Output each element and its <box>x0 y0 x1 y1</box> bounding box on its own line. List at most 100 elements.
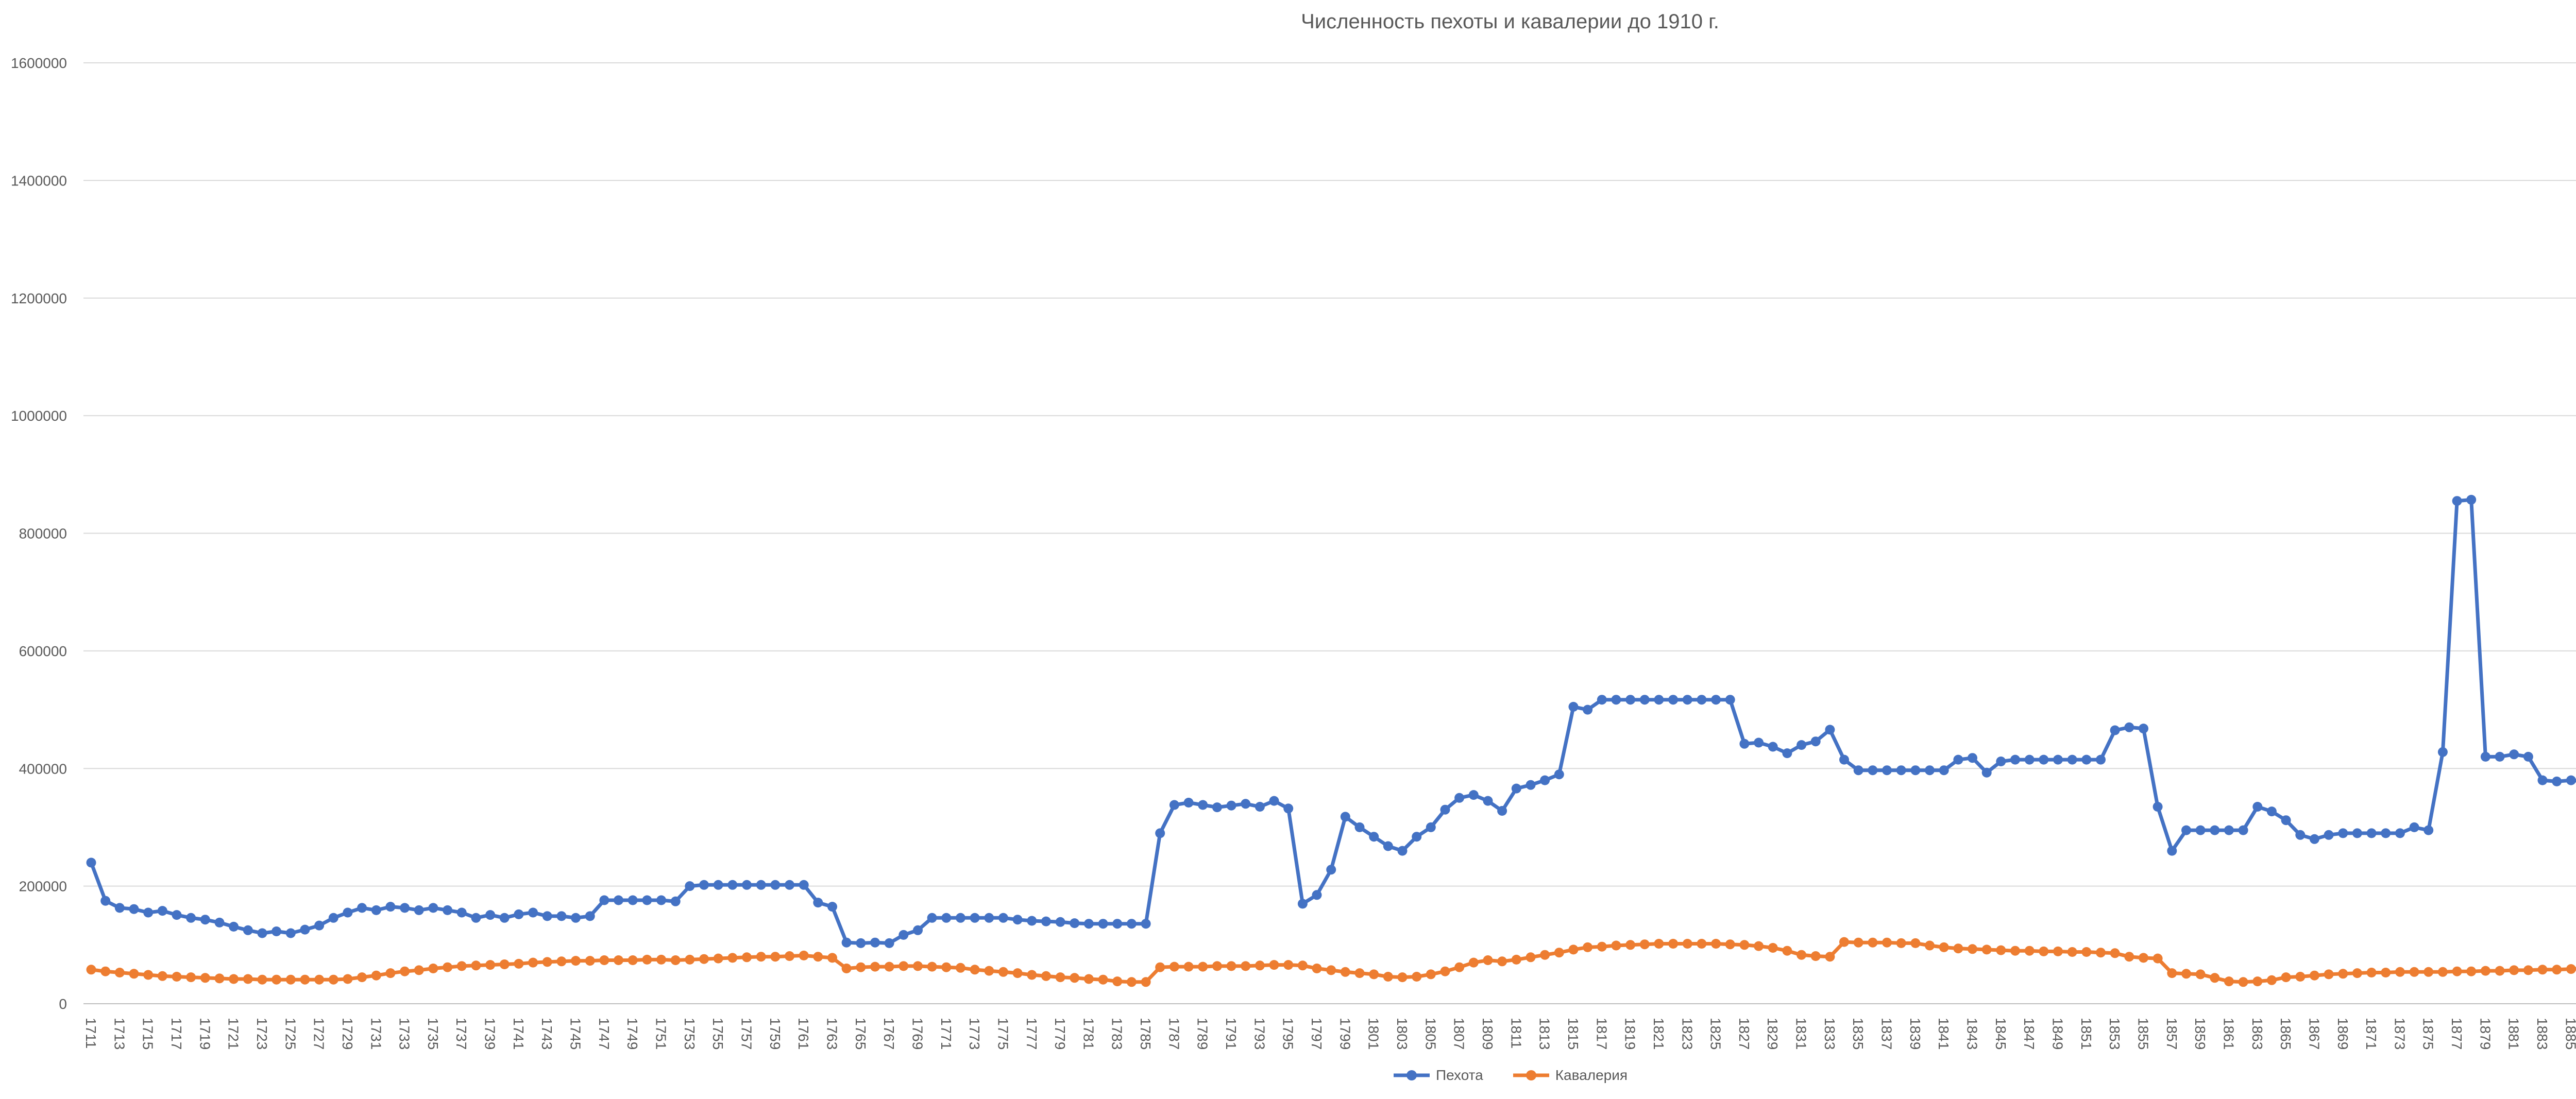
data-point-infantry <box>984 913 994 923</box>
data-point-cavalry <box>899 961 909 971</box>
data-point-cavalry <box>186 972 196 983</box>
svg-text:1783: 1783 <box>1109 1018 1125 1050</box>
svg-text:1817: 1817 <box>1594 1018 1609 1050</box>
data-point-cavalry <box>2424 967 2434 977</box>
data-point-infantry <box>1910 765 1921 776</box>
svg-text:1743: 1743 <box>539 1018 555 1050</box>
data-point-cavalry <box>2537 965 2548 975</box>
x-axis-tick-label: 1839 <box>1907 1018 1923 1050</box>
svg-text:1765: 1765 <box>853 1018 869 1050</box>
x-axis-tick-label: 1829 <box>1765 1018 1781 1050</box>
x-axis-tick-label: 1823 <box>1679 1018 1695 1050</box>
data-point-infantry <box>129 904 139 914</box>
data-point-infantry <box>685 881 695 891</box>
data-point-infantry <box>656 895 666 905</box>
data-point-cavalry <box>955 963 965 973</box>
y-axis-tick-label: 1200000 <box>11 290 67 306</box>
svg-text:1809: 1809 <box>1480 1018 1496 1050</box>
data-point-cavalry <box>913 961 923 971</box>
svg-text:1811: 1811 <box>1508 1018 1524 1049</box>
data-point-infantry <box>585 911 595 921</box>
svg-text:1849: 1849 <box>2050 1018 2066 1050</box>
data-point-infantry <box>1526 780 1536 790</box>
data-point-cavalry <box>1155 962 1165 972</box>
data-point-cavalry <box>1326 965 1336 975</box>
svg-text:1773: 1773 <box>967 1018 982 1050</box>
x-axis-tick-label: 1869 <box>2335 1018 2351 1050</box>
data-point-infantry <box>556 911 567 921</box>
data-point-cavalry <box>2081 947 2092 957</box>
y-axis-tick-label: 400000 <box>19 761 67 777</box>
data-point-cavalry <box>2067 947 2077 957</box>
data-point-infantry <box>229 921 239 932</box>
data-point-infantry <box>456 907 467 918</box>
data-point-infantry <box>856 938 866 948</box>
legend-marker-infantry-icon <box>1393 1070 1430 1080</box>
svg-text:1721: 1721 <box>226 1018 242 1050</box>
data-point-infantry <box>2466 494 2477 505</box>
svg-text:1855: 1855 <box>2136 1018 2151 1050</box>
data-point-infantry <box>1083 919 1094 929</box>
svg-text:1805: 1805 <box>1422 1018 1438 1050</box>
x-axis-tick-label: 1861 <box>2221 1018 2236 1050</box>
data-point-infantry <box>2352 828 2362 838</box>
x-axis-tick-label: 1731 <box>368 1018 384 1050</box>
x-axis-tick-label: 1767 <box>881 1018 897 1050</box>
svg-text:1875: 1875 <box>2420 1018 2436 1050</box>
data-point-cavalry <box>2096 948 2106 958</box>
data-point-cavalry <box>642 954 652 965</box>
data-point-infantry <box>2552 776 2562 786</box>
data-point-cavalry <box>414 965 424 975</box>
data-point-infantry <box>1583 705 1593 715</box>
data-point-infantry <box>214 917 225 928</box>
data-point-cavalry <box>1668 939 1679 949</box>
legend-item-infantry[interactable]: Пехота <box>1393 1067 1483 1084</box>
data-point-cavalry <box>813 952 823 962</box>
x-axis-tick-label: 1847 <box>2021 1018 2037 1050</box>
svg-text:1815: 1815 <box>1565 1018 1581 1050</box>
data-point-infantry <box>1241 799 1251 809</box>
data-point-infantry <box>2537 775 2548 785</box>
data-point-cavalry <box>1825 952 1835 962</box>
x-axis-tick-label: 1831 <box>1793 1018 1809 1050</box>
data-point-infantry <box>1255 802 1265 812</box>
data-point-infantry <box>2366 828 2377 838</box>
data-point-infantry <box>713 880 723 890</box>
data-point-infantry <box>2452 496 2462 506</box>
x-axis-tick-label: 1777 <box>1024 1018 1040 1050</box>
data-point-cavalry <box>456 961 467 971</box>
data-point-cavalry <box>856 962 866 972</box>
data-point-infantry <box>827 902 837 912</box>
data-point-infantry <box>1497 806 1507 816</box>
data-point-infantry <box>172 910 182 920</box>
data-point-cavalry <box>1910 938 1921 948</box>
x-axis-tick-label: 1821 <box>1651 1018 1667 1050</box>
svg-text:1749: 1749 <box>624 1018 640 1050</box>
data-point-cavalry <box>499 959 510 969</box>
data-point-cavalry <box>1839 937 1849 947</box>
data-point-infantry <box>428 903 438 913</box>
svg-text:1881: 1881 <box>2506 1018 2522 1050</box>
data-point-infantry <box>1896 765 1906 776</box>
svg-text:1719: 1719 <box>197 1018 213 1050</box>
svg-text:1791: 1791 <box>1223 1018 1239 1050</box>
data-point-cavalry <box>272 974 282 985</box>
svg-text:1877: 1877 <box>2449 1018 2465 1050</box>
x-axis-tick-label: 1845 <box>1993 1018 2009 1050</box>
legend-item-cavalry[interactable]: Кавалерия <box>1512 1067 1628 1084</box>
data-point-cavalry <box>1497 956 1507 967</box>
data-point-cavalry <box>1882 937 1892 948</box>
data-point-cavalry <box>628 955 638 965</box>
data-point-cavalry <box>1568 945 1579 955</box>
data-point-infantry <box>2252 802 2263 812</box>
svg-text:1725: 1725 <box>282 1018 298 1050</box>
data-point-cavalry <box>2495 966 2505 976</box>
data-point-infantry <box>143 907 154 918</box>
data-point-infantry <box>642 895 652 905</box>
data-point-cavalry <box>371 970 381 981</box>
data-point-cavalry <box>1725 939 1735 950</box>
svg-text:1787: 1787 <box>1166 1018 1182 1050</box>
data-point-infantry <box>1169 800 1179 810</box>
data-point-infantry <box>2124 722 2134 732</box>
data-point-cavalry <box>1639 939 1650 950</box>
